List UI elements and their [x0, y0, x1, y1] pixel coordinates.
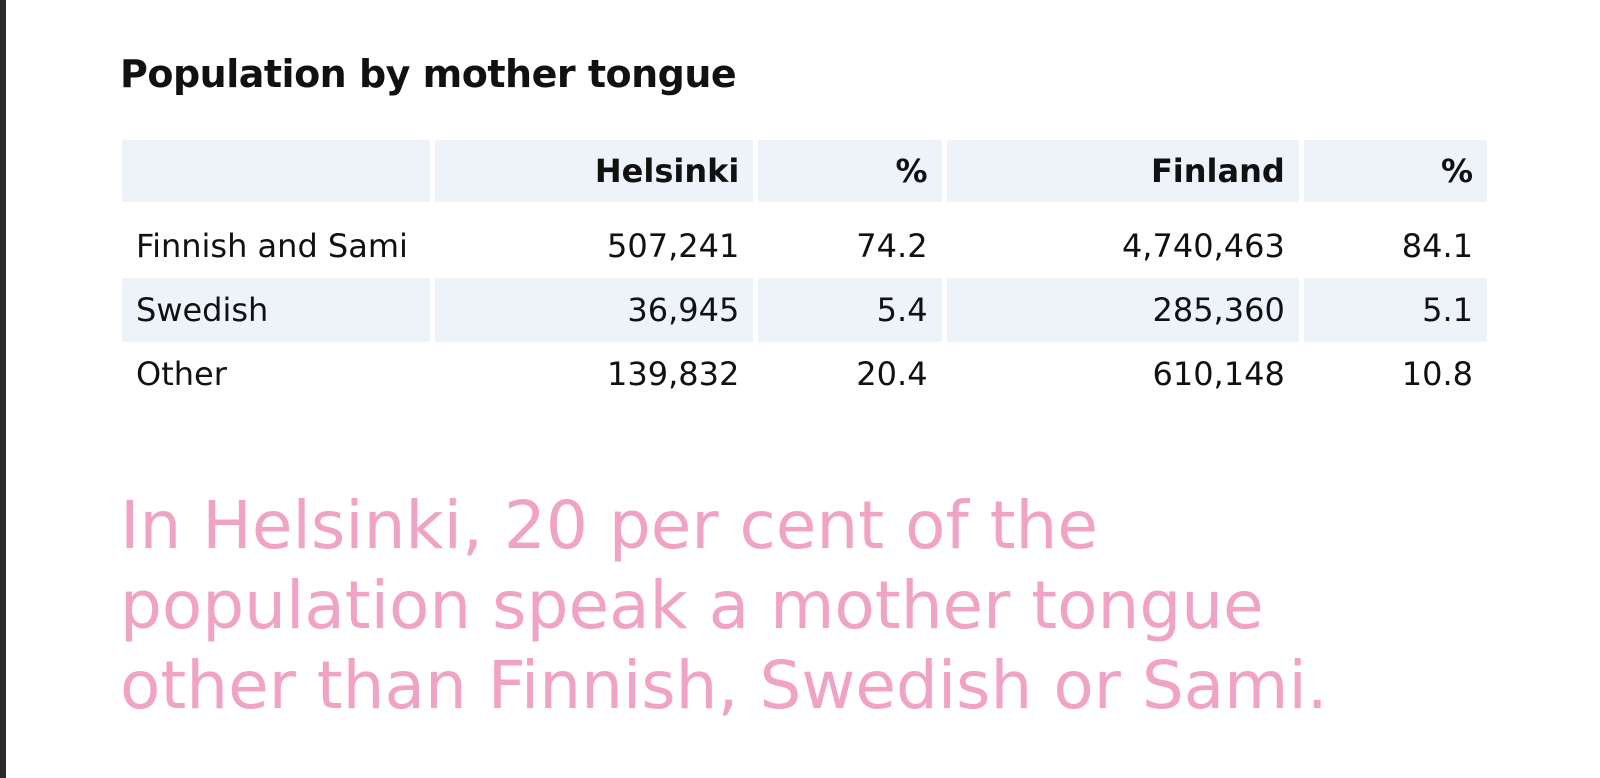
title: Population by mother tongue — [120, 52, 737, 96]
table-cell: 5.4 — [758, 278, 942, 342]
table-cell: 10.8 — [1401, 355, 1473, 393]
table-cell: 5.1 — [1303, 278, 1487, 342]
spacer-cell — [122, 202, 1487, 214]
header-cell: % — [758, 140, 942, 202]
table-cell: 507,241 — [607, 227, 740, 265]
callout: In Helsinki, 20 per cent of the populati… — [120, 487, 1328, 724]
table-cell: 84.1 — [1401, 227, 1473, 265]
table-cell: 36,945 — [435, 278, 754, 342]
table-cell: 610,148 — [1152, 355, 1285, 393]
row-label: Finnish and Sami — [136, 227, 408, 265]
row-label: Other — [136, 355, 227, 393]
content: Population by mother tongue Helsinki% Fin… — [118, 52, 1498, 726]
table-row: Other 139,832 20.4 610,148 10.8 — [122, 342, 1487, 406]
table-cell: 20.4 — [856, 355, 928, 393]
row-label: Swedish — [122, 278, 430, 342]
table-cell: 74.2 — [856, 227, 928, 265]
header-row: Helsinki% Finland% — [122, 140, 1487, 202]
header-cell — [122, 140, 430, 202]
header-cell: % — [1303, 140, 1487, 202]
spacer — [122, 202, 1487, 214]
window-edge — [0, 0, 6, 778]
table-cell: 139,832 — [607, 355, 740, 393]
table-cell: 4,740,463 — [1121, 227, 1285, 265]
table-body: Finnish and Sami 507,241 74.2 4,740,463 84.1… — [122, 202, 1487, 406]
header-cell: Finland — [946, 140, 1299, 202]
header-cell: Helsinki — [435, 140, 754, 202]
table-row: Swedish 36,945 5.4 285,360 5.1 — [122, 278, 1487, 342]
table: Helsinki% Finland% Finnish and Sami 507,24… — [117, 140, 1492, 406]
table-cell: 285,360 — [946, 278, 1299, 342]
table-row: Finnish and Sami 507,241 74.2 4,740,463 84.1 — [122, 214, 1487, 278]
